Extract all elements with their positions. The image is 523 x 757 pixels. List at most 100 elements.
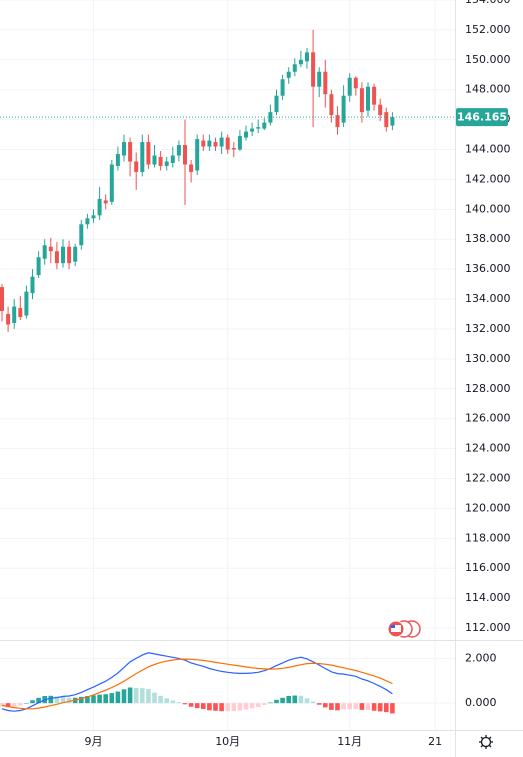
y-tick-label: 128.000 bbox=[465, 382, 511, 395]
histogram-bar bbox=[140, 688, 145, 704]
histogram-bar bbox=[390, 703, 395, 714]
gear bbox=[480, 736, 492, 748]
candle-body bbox=[274, 95, 279, 113]
candle-body bbox=[341, 95, 346, 123]
candle-body bbox=[103, 200, 108, 204]
candle-body bbox=[6, 314, 11, 325]
candle-body bbox=[140, 142, 145, 172]
histogram-bar bbox=[243, 703, 249, 710]
candle-body bbox=[85, 218, 90, 225]
histogram-bar bbox=[115, 691, 121, 704]
y-tick-label: 136.000 bbox=[465, 262, 511, 275]
candle-body bbox=[280, 79, 285, 96]
histogram-bar bbox=[170, 700, 176, 704]
candle-body bbox=[42, 245, 47, 259]
candle-body bbox=[372, 86, 377, 105]
y-tick-label: 124.000 bbox=[465, 442, 511, 455]
y-tick-label: 114.000 bbox=[465, 591, 511, 604]
y-tick-label: 142.000 bbox=[465, 172, 511, 185]
histogram-bar bbox=[353, 703, 359, 709]
macd-line bbox=[1, 652, 393, 712]
histogram-bar bbox=[127, 687, 133, 704]
candle-body bbox=[189, 164, 194, 172]
y-tick-label: 152.000 bbox=[465, 23, 511, 36]
histogram-bar bbox=[255, 703, 261, 707]
histogram-bar bbox=[158, 695, 163, 704]
candle-body bbox=[0, 287, 4, 312]
histogram-bar bbox=[280, 697, 285, 704]
candle-body bbox=[286, 71, 291, 78]
histogram-bar bbox=[48, 695, 54, 704]
y-tick-label: 134.000 bbox=[465, 292, 511, 305]
candle-body bbox=[176, 145, 181, 156]
candle-body bbox=[109, 164, 114, 202]
histogram-bar bbox=[79, 696, 84, 704]
histogram-bar bbox=[310, 701, 316, 704]
signal-line bbox=[1, 658, 393, 710]
histogram-bar bbox=[54, 696, 60, 704]
candle-body bbox=[256, 127, 261, 129]
candle-body bbox=[67, 246, 72, 264]
histogram-bar bbox=[237, 703, 243, 711]
x-tick-label: 21 bbox=[428, 735, 442, 748]
histogram-bar bbox=[249, 703, 255, 709]
histogram-bar bbox=[213, 703, 218, 711]
candle-body bbox=[237, 136, 242, 150]
candle-body bbox=[30, 276, 35, 294]
histogram-bar bbox=[207, 703, 212, 711]
settings-icon[interactable] bbox=[479, 735, 493, 749]
histogram-bar bbox=[286, 696, 291, 704]
histogram-bar bbox=[274, 699, 279, 704]
y-tick-label: 120.000 bbox=[465, 501, 511, 514]
x-tick-label: 11月 bbox=[337, 735, 362, 748]
histogram-bar bbox=[188, 703, 194, 707]
candle-body bbox=[12, 306, 17, 323]
histogram-bar bbox=[66, 697, 72, 704]
candle-body bbox=[122, 142, 126, 156]
candle-body bbox=[335, 115, 340, 128]
candle-body bbox=[134, 161, 139, 172]
candle-body bbox=[213, 142, 218, 147]
last-price-box bbox=[456, 108, 508, 127]
candle-body bbox=[201, 140, 206, 147]
candle-body bbox=[97, 198, 102, 216]
y-tick-label: 154.000 bbox=[465, 0, 511, 6]
histogram-bar bbox=[121, 689, 127, 704]
y-tick-label: 130.000 bbox=[465, 352, 511, 365]
candle-body bbox=[298, 59, 303, 65]
histogram-bar bbox=[298, 695, 304, 704]
y-tick-label: 126.000 bbox=[465, 412, 511, 425]
histogram-bar bbox=[201, 703, 206, 709]
histogram-bar bbox=[85, 696, 90, 704]
histogram-bar bbox=[164, 698, 169, 704]
gear bbox=[479, 735, 493, 749]
y-tick-label: 0.000 bbox=[465, 696, 497, 709]
histogram-bar bbox=[91, 695, 96, 704]
candle-body bbox=[115, 154, 120, 166]
candle-body bbox=[48, 246, 53, 252]
flag-icon bbox=[391, 625, 395, 628]
candle-body bbox=[183, 145, 187, 165]
histogram-bar bbox=[231, 703, 237, 711]
histogram-bar bbox=[262, 703, 267, 705]
histogram-bar bbox=[18, 703, 23, 706]
candle-body bbox=[170, 155, 175, 163]
candle-body bbox=[36, 257, 41, 276]
y-tick-label: 148.000 bbox=[465, 83, 511, 96]
histogram-bar bbox=[225, 703, 230, 712]
candle-body bbox=[262, 122, 267, 129]
histogram-bar bbox=[97, 694, 102, 704]
histogram-bar bbox=[341, 703, 346, 710]
x-tick-label: 9月 bbox=[85, 735, 103, 748]
event-icons[interactable] bbox=[387, 620, 421, 638]
histogram-bar bbox=[152, 692, 157, 704]
histogram-bar bbox=[60, 696, 66, 704]
candle-body bbox=[353, 77, 358, 89]
candle-body bbox=[219, 137, 224, 147]
histogram-bar bbox=[146, 689, 151, 704]
y-tick-label: 140.000 bbox=[465, 202, 511, 215]
candle-body bbox=[329, 94, 334, 116]
y-tick-label: 2.000 bbox=[465, 651, 497, 664]
histogram-bar bbox=[268, 702, 273, 704]
